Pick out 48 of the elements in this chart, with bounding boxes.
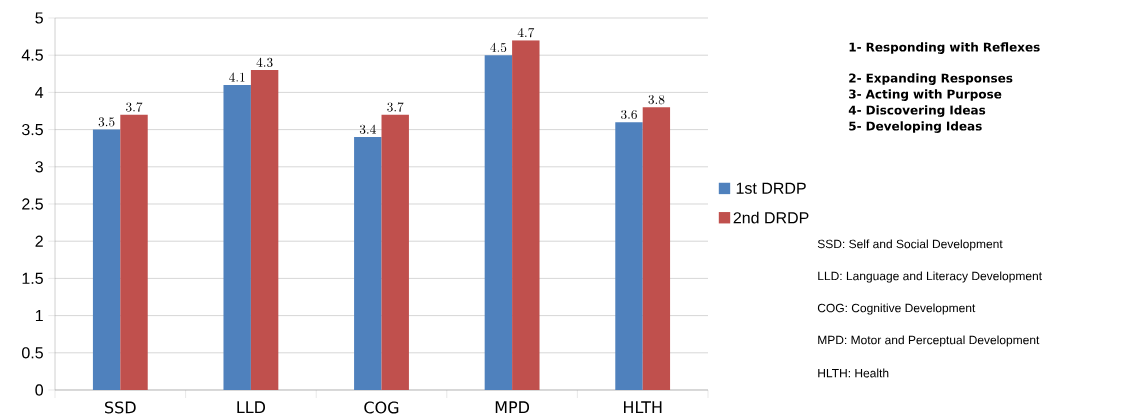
x-tick-label: HLTH xyxy=(624,401,662,414)
data-label: 4.7 xyxy=(517,27,535,38)
bar xyxy=(484,55,513,390)
text: MPD: Motor and Perceptual Development xyxy=(818,335,1040,347)
bar xyxy=(223,84,251,390)
text: 2- Expanding Responses xyxy=(849,73,1013,85)
y-tick-label: 0.5 xyxy=(22,347,43,359)
data-label: 3.5 xyxy=(98,117,115,127)
y-tick-label: 1.5 xyxy=(22,272,43,284)
bar xyxy=(92,129,121,390)
legend-label: 2nd DRDP xyxy=(733,211,809,224)
bar xyxy=(615,122,643,390)
y-tick-label: 3.5 xyxy=(21,123,43,136)
y-tick-label: 4.5 xyxy=(21,49,43,61)
data-label: 4.5 xyxy=(490,42,507,53)
legend-label: 1st DRDP xyxy=(736,182,806,194)
data-label: 4. 1 xyxy=(229,72,245,82)
x-tick-label: SSD xyxy=(105,401,136,414)
bar xyxy=(250,70,279,390)
y-tick-label: 0 xyxy=(35,384,44,396)
y-tick-label: 2.5 xyxy=(22,198,43,210)
text: 3- Acting with Purpose xyxy=(849,89,1002,101)
bar xyxy=(381,114,409,390)
x-tick-label: MPD xyxy=(495,401,530,414)
y-tick-label: 4 xyxy=(35,86,44,98)
data-label: 3.7 xyxy=(387,102,404,112)
data-label: 3.4 xyxy=(359,124,376,134)
data-label: 4.3 xyxy=(256,57,273,67)
text: LLD: Language and Literacy Development xyxy=(818,271,1042,283)
text: COG: Cognitive Development xyxy=(817,303,976,315)
y-tick-label: 3 xyxy=(35,161,43,173)
y-tick-label: 5 xyxy=(35,12,43,24)
y-tick-label: 2 xyxy=(35,235,43,247)
data-label: 3.7 xyxy=(126,102,143,112)
x-tick-label: COG xyxy=(364,401,399,414)
text: 1- Responding with Reflexes xyxy=(849,42,1040,54)
bar xyxy=(120,114,148,390)
data-label: 3.8 xyxy=(648,95,665,105)
text: SSD: Self and Social Development xyxy=(817,239,1003,251)
bar xyxy=(354,137,382,390)
text: HLTH: Health xyxy=(818,368,889,378)
text: 4- Discovering Ideas xyxy=(848,105,986,117)
data-label: 3.6 xyxy=(621,109,637,120)
text: 5- Developing Ideas xyxy=(849,121,982,133)
bar xyxy=(642,107,671,390)
bar xyxy=(512,40,540,390)
x-tick-label: LLD xyxy=(237,401,266,414)
y-tick-label: 1 xyxy=(35,310,43,322)
